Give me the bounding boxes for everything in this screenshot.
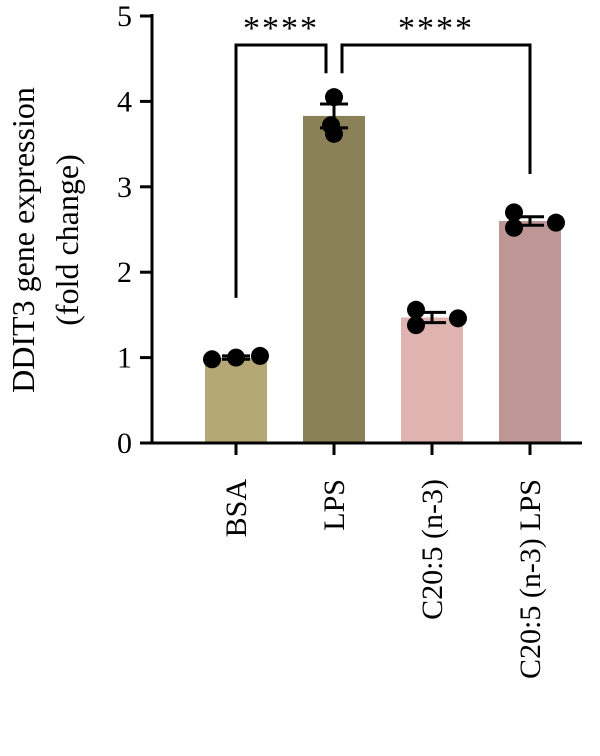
data-point-1-3 [251,346,269,365]
significance-layer: **** **** [234,10,532,298]
bar-3 [401,317,463,443]
significance-line-1 [234,43,328,298]
y-tick-label-5: 5 [117,0,132,33]
bar-1 [205,357,267,443]
points-layer [203,88,565,369]
y-tick-label-0: 0 [117,427,132,460]
data-point-4-1 [505,203,523,222]
x-tick-label-3: C20:5 (n-3) [416,479,449,620]
bars-layer [205,115,561,443]
y-tick-label-2: 2 [117,256,132,289]
significance-line-2 [340,43,532,174]
axes-layer: 0 1 2 3 4 5 BSA LPS C20:5 (n-3) C20:5 (n-3) LPS [117,0,582,679]
data-point-4-2 [505,218,523,237]
y-tick-label-3: 3 [117,171,132,204]
error-bars-layer [222,102,544,361]
y-axis-label-line2: (fold change) [49,154,85,325]
significance-bracket-1: **** [234,10,328,298]
bar-2 [303,115,365,443]
data-point-2-1 [325,88,343,107]
y-tick-label-1: 1 [117,342,132,375]
x-tick-label-4: C20:5 (n-3) LPS [514,479,547,679]
data-point-2-3 [325,124,343,143]
bar-4 [499,220,561,443]
data-point-3-1 [407,300,425,319]
x-tick-label-2: LPS [318,479,351,531]
x-tick-label-1: BSA [220,479,253,538]
significance-label-2: **** [398,10,474,47]
data-point-1-2 [227,348,245,367]
significance-label-1: **** [243,10,319,47]
significance-bracket-2: **** [340,10,532,174]
data-point-1-1 [203,350,221,369]
data-point-3-2 [407,316,425,335]
y-axis-label-line1: DDIT3 gene expression [5,87,41,393]
y-axis-label: DDIT3 gene expression (fold change) [5,87,85,393]
data-point-3-3 [449,309,467,328]
y-tick-label-4: 4 [117,85,132,118]
data-point-4-3 [547,213,565,232]
